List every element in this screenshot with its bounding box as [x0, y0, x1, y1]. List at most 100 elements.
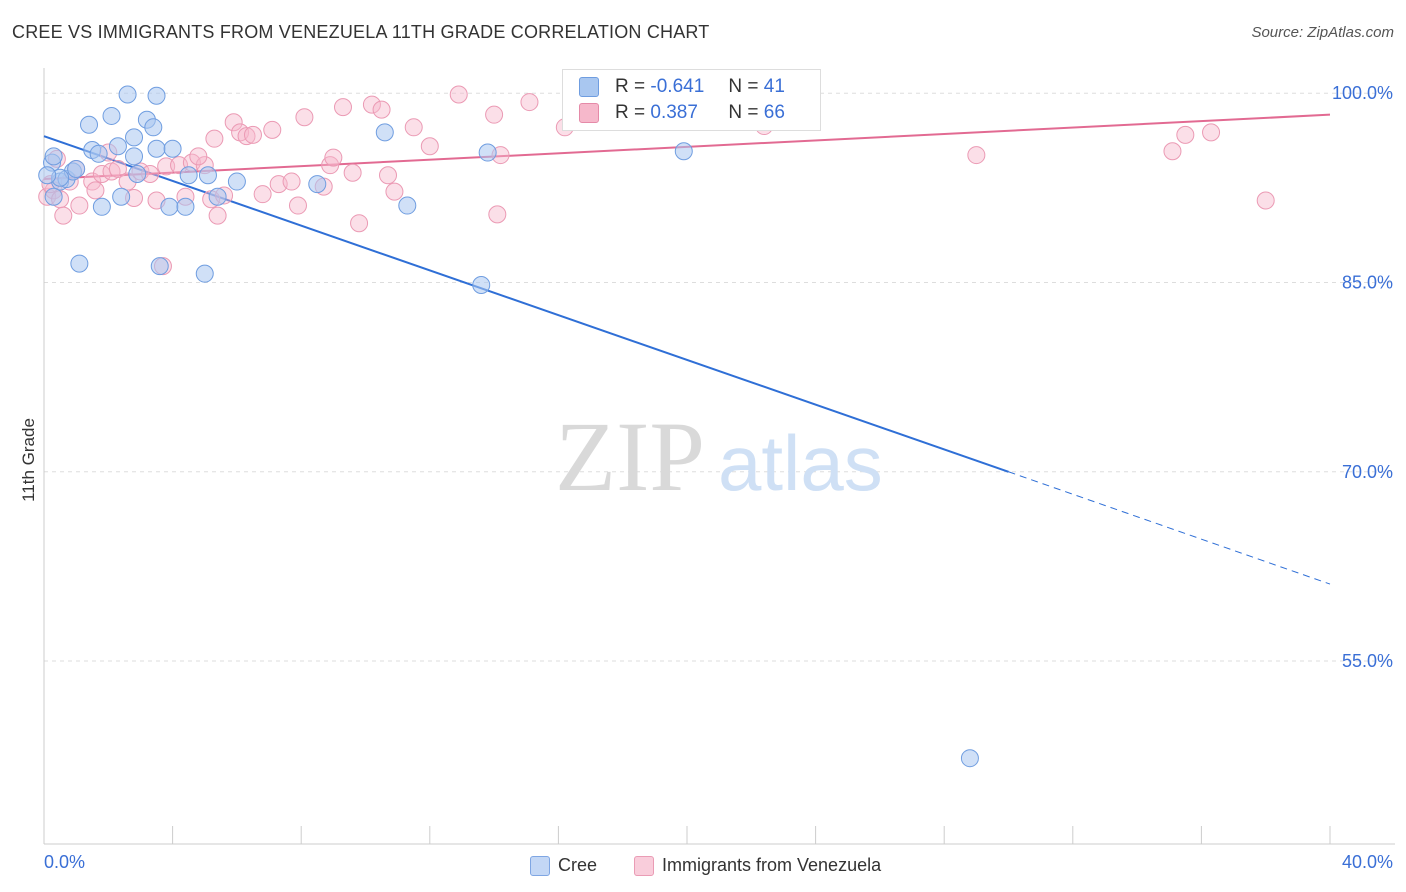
y-tick-label: 85.0%	[1342, 273, 1393, 293]
venezuela-point	[967, 146, 986, 165]
cree-r-value: -0.641	[650, 76, 705, 97]
venezuela-point	[282, 172, 301, 191]
venezuela-point	[343, 163, 362, 182]
venezuela-point	[295, 108, 314, 127]
axes	[43, 68, 1395, 845]
stats-row-venezuela: R = 0.387 N = 66	[579, 101, 785, 125]
venezuela-point	[372, 100, 391, 119]
venezuela-point	[1176, 125, 1195, 144]
cree-point	[195, 264, 214, 283]
cree-point	[674, 142, 693, 161]
venezuela-point	[224, 113, 243, 132]
cree-point	[179, 166, 198, 185]
cree-n-value: 41	[763, 76, 785, 97]
cree-point	[102, 106, 121, 125]
venezuela-point	[70, 196, 89, 215]
legend-label-venezuela: Immigrants from Venezuela	[662, 855, 882, 875]
x-tick-label-end: 40.0%	[1342, 852, 1393, 872]
watermark-zip: ZIP	[555, 401, 705, 512]
cree-point	[112, 187, 131, 206]
venezuela-point	[208, 206, 227, 225]
cree-point	[89, 144, 108, 163]
venezuela-point	[108, 159, 127, 178]
cree-point	[125, 147, 144, 166]
cree-point	[375, 123, 394, 142]
venezuela-point	[449, 85, 468, 104]
venezuela-point	[350, 214, 369, 233]
legend-item-venezuela[interactable]: Immigrants from Venezuela	[634, 855, 881, 876]
tick-labels: 55.0% 70.0% 85.0% 100.0% 0.0% 40.0%	[44, 83, 1393, 872]
x-tick-label-start: 0.0%	[44, 852, 85, 872]
cree-point	[960, 749, 979, 768]
cree-point	[118, 85, 137, 104]
legend-swatch-cree	[530, 855, 550, 876]
cree-n-label: N =	[728, 76, 759, 97]
venezuela-point	[263, 120, 282, 139]
cree-point	[147, 139, 166, 158]
stats-box: R = -0.641 N = 41 R = 0.387 N = 66	[562, 69, 821, 131]
legend-item-cree[interactable]: Cree	[530, 855, 597, 876]
venezuela-point	[362, 95, 381, 114]
watermark-atlas: atlas	[718, 419, 883, 507]
venezuela-point	[520, 93, 539, 112]
cree-point	[227, 172, 246, 191]
cree-trend-extension	[1008, 471, 1331, 585]
venezuela-point	[253, 185, 272, 204]
cree-point	[125, 128, 144, 147]
y-tick-label: 70.0%	[1342, 462, 1393, 482]
cree-point	[198, 166, 217, 185]
venezuela-point	[333, 98, 352, 117]
venezuela-point	[54, 206, 73, 225]
venezuela-point	[385, 182, 404, 201]
source-label: Source: ZipAtlas.com	[1251, 24, 1394, 41]
venezuela-r-value: 0.387	[650, 102, 698, 123]
cree-point	[398, 196, 417, 215]
cree-point	[44, 147, 63, 166]
cree-point	[128, 164, 147, 183]
watermark: ZIP atlas	[555, 401, 883, 512]
legend-swatch-venezuela	[634, 855, 654, 876]
venezuela-point	[189, 147, 208, 166]
cree-point	[70, 254, 89, 273]
cree-point	[308, 175, 327, 194]
cree-point	[472, 276, 491, 295]
legend: Cree Immigrants from Venezuela	[0, 855, 1406, 876]
cree-point	[150, 257, 169, 276]
stats-row-cree: R = -0.641 N = 41	[579, 75, 785, 99]
venezuela-point	[1202, 123, 1221, 142]
cree-point	[144, 118, 163, 137]
y-axis-label: 11th Grade	[19, 418, 38, 502]
y-tick-label: 55.0%	[1342, 651, 1393, 671]
venezuela-point	[288, 196, 307, 215]
venezuela-point	[243, 125, 262, 144]
venezuela-point	[1256, 191, 1275, 210]
legend-label-cree: Cree	[558, 855, 598, 875]
cree-point	[208, 187, 227, 206]
venezuela-point	[205, 129, 224, 148]
cree-point	[478, 143, 497, 162]
cree-point	[176, 197, 195, 216]
venezuela-point	[404, 118, 423, 137]
venezuela-point	[86, 181, 105, 200]
venezuela-point	[237, 127, 256, 146]
cree-trend-line	[43, 135, 1009, 473]
y-tick-label: 100.0%	[1332, 83, 1393, 103]
cree-point	[147, 86, 166, 105]
venezuela-point	[379, 166, 398, 185]
cree-r-label: R =	[615, 76, 646, 97]
venezuela-r-label: R =	[615, 102, 646, 123]
cree-point	[80, 115, 99, 134]
cree-point	[67, 159, 86, 178]
cree-point	[44, 187, 63, 206]
venezuela-point	[420, 137, 439, 156]
venezuela-point	[488, 205, 507, 224]
grid-lines	[44, 92, 1395, 662]
venezuela-point	[157, 157, 176, 176]
venezuela-n-label: N =	[728, 102, 759, 123]
chart-title: CREE VS IMMIGRANTS FROM VENEZUELA 11TH G…	[12, 22, 710, 42]
venezuela-point	[324, 148, 343, 167]
venezuela-n-value: 66	[763, 102, 785, 123]
cree-point	[108, 137, 127, 156]
venezuela-swatch	[579, 103, 599, 123]
